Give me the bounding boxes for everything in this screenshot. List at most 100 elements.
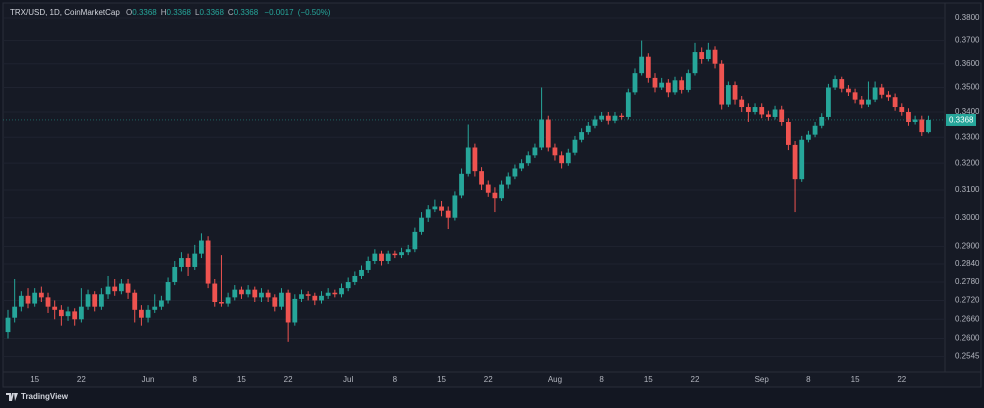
candle-body [98,294,104,307]
ohlc-value: 0.3368 [233,8,259,17]
candle-body [519,163,524,169]
candle-body [679,80,685,90]
last-price-box [946,113,976,126]
candle-body [492,192,498,199]
brand-logo [6,392,18,401]
candle-body [512,168,518,177]
y-tick-label: 0.2900 [955,241,980,250]
candle-body [345,282,351,289]
x-tick-label: 15 [644,375,653,384]
candle-body [779,109,785,122]
candle-body [365,261,371,270]
candle-body [759,107,765,115]
candle-body [772,109,778,117]
candle-body [32,292,38,304]
candle-body [719,63,725,105]
candle-body [866,99,871,105]
candle-body [632,73,638,93]
candle-body [739,99,745,108]
candle-body [185,258,191,267]
symbol: TRX/USD, 1D, CoinMarketCap [10,8,120,17]
candle-body [599,115,605,120]
candle-body [325,292,331,296]
candle-body [25,295,31,304]
candle-body [906,111,911,122]
x-tick-label: Jul [343,375,353,384]
candle-body [619,115,625,117]
candle-body [399,252,404,256]
candle-body [405,249,411,253]
ohlc-key: C [227,8,234,17]
candle-body [132,292,138,310]
candle-body [665,82,671,93]
candle-body [505,176,511,185]
ohlc-value: 0.3368 [132,8,157,17]
candle-body [705,49,711,60]
x-tick-label: 22 [77,375,86,384]
candle-body [205,240,211,284]
ohlc-key: H [160,8,167,17]
candle-body [332,292,338,295]
candle-body [379,253,384,262]
candle-body [539,119,544,148]
x-tick-label: 22 [897,375,906,384]
candle-body [45,297,51,307]
chart-pane [2,2,982,388]
candle-body [412,231,418,250]
candle-body [605,115,611,121]
x-tick-label: 22 [484,375,493,384]
candle-body [532,147,538,156]
candle-body [65,311,71,317]
ohlc-value: 0.3368 [166,8,191,17]
candle-body [18,295,24,307]
candle-body [372,253,378,262]
y-tick-label: 0.3600 [955,59,980,68]
candle-body [139,309,144,318]
candle-body [799,139,805,180]
candle-body [85,294,91,307]
change-percent: (−0.50%) [297,8,331,17]
legend-header: TRX/USD, 1D, CoinMarketCap O0.3368 H0.336… [10,8,330,17]
candle-body [872,87,878,100]
brand[interactable]: TradingView [6,392,68,401]
candle-body [745,107,751,112]
candle-body [485,184,491,193]
y-tick-label: 0.3400 [955,107,980,116]
candle-body [732,85,738,100]
candle-body [125,283,131,293]
candle-body [212,283,218,303]
x-tick-label: 15 [437,375,446,384]
ohlc-value: 0.3368 [199,8,224,17]
candle-body [859,99,865,105]
candle-body [639,56,645,74]
ohlc-key: O [126,8,133,17]
ohlc-key: L [195,8,200,17]
y-tick-label: 0.3000 [955,213,980,222]
candle-body [652,77,658,88]
candle-body [38,292,44,298]
candle-body [499,184,504,199]
candle-body [552,147,558,156]
x-tick-label: 15 [851,375,860,384]
x-tick-label: Aug [548,375,562,384]
candle-body [58,309,64,317]
candle-body [672,80,678,93]
candle-body [259,292,264,298]
y-tick-label: 0.3700 [955,36,980,45]
candle-body [245,289,251,295]
candle-body [472,147,478,172]
candle-body [445,210,451,218]
candle-body [852,92,858,100]
candle-body [832,79,838,88]
last-price-label: 0.3368 [949,116,974,125]
y-tick-label: 0.2840 [955,259,980,268]
ohlc-values: O0.3368 H0.3368 L0.3368 C0.3368 [122,8,258,17]
candle-body [192,253,198,267]
y-tick-label: 0.3300 [955,132,980,141]
candle-body [572,139,578,153]
candle-body [419,217,424,232]
x-tick-label: 8 [806,375,811,384]
candle-body [792,144,798,180]
x-tick-label: Jun [142,375,155,384]
